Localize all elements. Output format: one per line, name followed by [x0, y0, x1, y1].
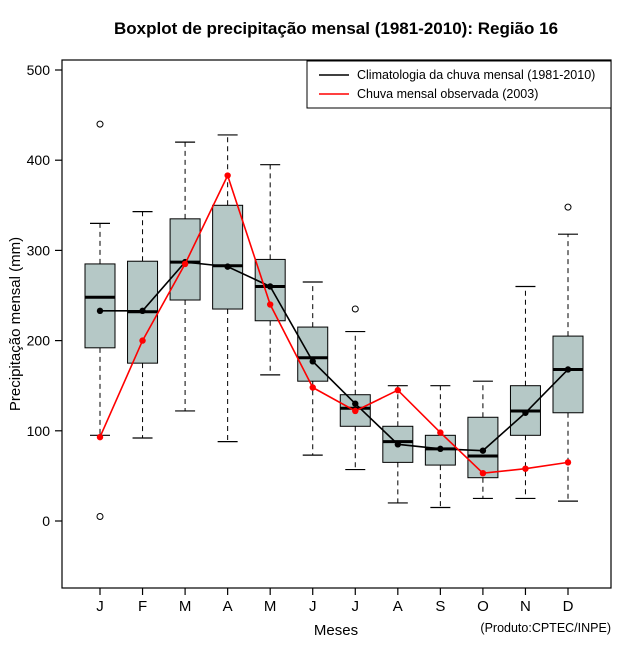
svg-text:100: 100	[27, 423, 51, 439]
legend-frame	[306, 60, 612, 109]
plot-area: 0 100 200 300 400 500 J F M A M J J A S O N D	[27, 59, 612, 615]
svg-text:J: J	[96, 598, 104, 615]
svg-text:A: A	[223, 598, 233, 615]
svg-text:300: 300	[27, 242, 51, 258]
svg-text:D: D	[563, 598, 574, 615]
svg-text:400: 400	[27, 152, 51, 168]
svg-text:F: F	[138, 598, 147, 615]
svg-text:200: 200	[27, 333, 51, 349]
x-axis-label: Meses	[314, 622, 358, 639]
svg-text:J: J	[309, 598, 317, 615]
svg-text:N: N	[520, 598, 531, 615]
svg-text:0: 0	[42, 513, 50, 529]
svg-text:S: S	[435, 598, 445, 615]
svg-text:M: M	[179, 598, 192, 615]
legend-label-climatology: Climatologia da chuva mensal (1981-2010)	[357, 68, 595, 82]
svg-text:O: O	[477, 598, 489, 615]
y-axis-label: Precipitação mensal (mm)	[7, 237, 24, 411]
svg-text:500: 500	[27, 62, 51, 78]
svg-text:A: A	[393, 598, 403, 615]
credit-text: (Produto:CPTEC/INPE)	[480, 621, 611, 635]
svg-text:J: J	[352, 598, 360, 615]
legend: Climatologia da chuva mensal (1981-2010)…	[306, 60, 612, 109]
chart-title: Boxplot de precipitação mensal (1981-201…	[114, 19, 558, 38]
svg-text:M: M	[264, 598, 277, 615]
legend-label-observed: Chuva mensal observada (2003)	[357, 87, 538, 101]
